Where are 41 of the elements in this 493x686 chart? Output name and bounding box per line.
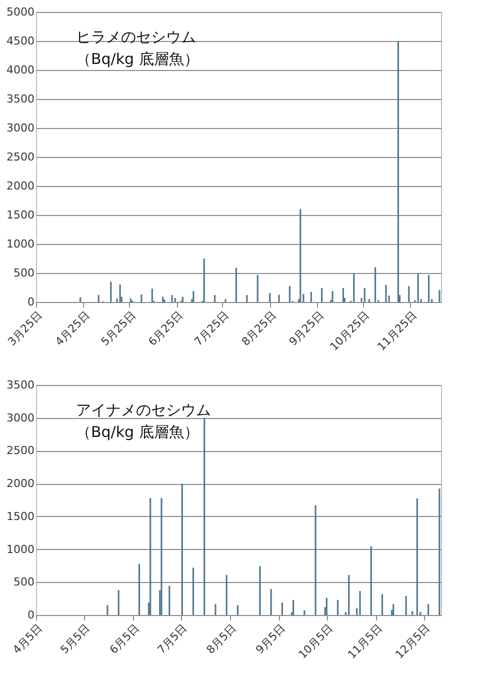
x-tick-label: 7月5日 — [154, 622, 190, 656]
x-tick-label: 8月5日 — [204, 622, 239, 656]
x-tick-label: 9月25日 — [286, 308, 326, 348]
x-tick-label: 6月25日 — [146, 308, 186, 348]
y-tick-label: 3500 — [6, 92, 34, 106]
y-tick-label: 4000 — [6, 64, 34, 76]
y-tick-label: 1000 — [6, 542, 34, 556]
x-tick-label: 10月5日 — [296, 622, 336, 662]
x-tick-label: 4月25日 — [52, 308, 92, 348]
x-tick-label: 9月5日 — [253, 622, 288, 656]
x-tick-label: 8月25日 — [239, 308, 279, 348]
x-tick-label: 10月25日 — [327, 308, 372, 354]
x-tick-label: 12月5日 — [392, 622, 433, 662]
y-tick-label: 2500 — [6, 444, 34, 458]
x-tick-label: 5月25日 — [98, 308, 138, 348]
y-tick-label: 1500 — [6, 208, 34, 222]
x-tick-label: 5月5日 — [58, 622, 93, 656]
x-tick-label: 6月5日 — [107, 622, 142, 656]
x-tick-label: 11月25日 — [374, 308, 420, 354]
text: （Bq/kg 底層魚） — [76, 423, 199, 441]
y-tick-label: 0 — [28, 608, 34, 622]
x-tick-label: 3月25日 — [5, 308, 45, 348]
y-tick-label: 1500 — [6, 510, 34, 523]
y-tick-label: 2000 — [6, 180, 34, 192]
y-tick-label: 2500 — [6, 150, 34, 164]
x-tick-label: 4月5日 — [10, 622, 45, 656]
y-tick-label: 3000 — [6, 411, 34, 424]
y-tick-label: 0 — [28, 296, 34, 308]
x-tick-label: 7月25日 — [192, 308, 232, 348]
y-tick-label: 500 — [14, 576, 34, 589]
text: ヒラメのセシウム — [76, 28, 196, 46]
y-tick-label: 3500 — [6, 378, 34, 392]
text: （Bq/kg 底層魚） — [76, 50, 199, 68]
y-tick-label: 2000 — [6, 477, 34, 490]
x-tick-label: 11月5日 — [345, 622, 385, 662]
y-tick-label: 5000 — [6, 6, 34, 18]
y-tick-label: 500 — [14, 266, 34, 280]
y-tick-label: 3000 — [6, 122, 34, 134]
y-tick-label: 4500 — [6, 34, 34, 48]
y-tick-label: 1000 — [6, 238, 34, 250]
text: アイナメのセシウム — [76, 401, 211, 419]
